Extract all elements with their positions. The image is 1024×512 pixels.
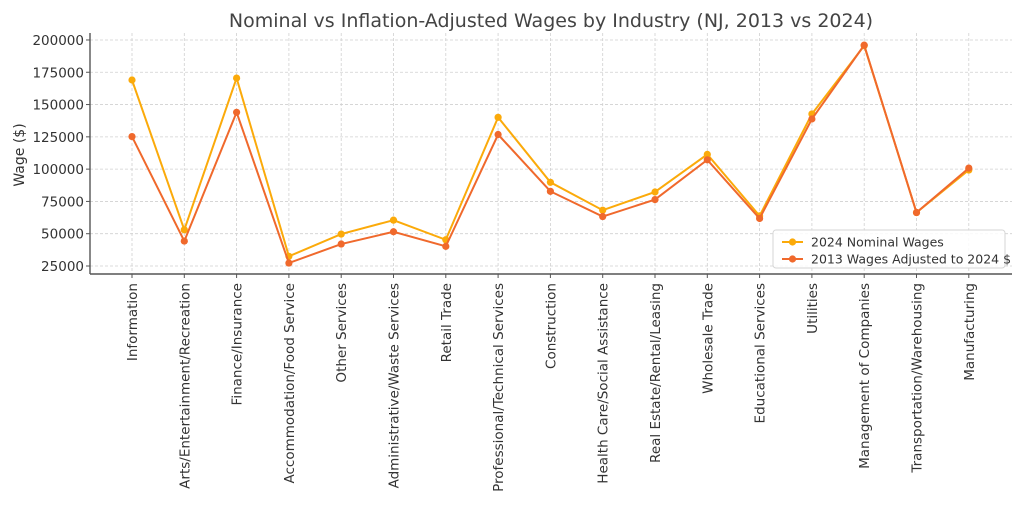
- data-point: [233, 108, 241, 116]
- y-tick-label: 25000: [41, 259, 84, 275]
- x-tick-label: Accommodation/Food Service: [282, 283, 298, 483]
- x-tick-label: Other Services: [334, 283, 350, 383]
- x-tick-label: Real Estate/Rental/Leasing: [648, 283, 664, 463]
- x-tick-label: Arts/Entertainment/Recreation: [177, 283, 193, 489]
- data-point: [965, 164, 973, 172]
- data-point: [860, 41, 868, 49]
- y-tick-label: 150000: [32, 98, 84, 114]
- data-point: [233, 74, 241, 82]
- x-tick-label: Retail Trade: [439, 283, 455, 362]
- x-axis-ticks: Information Arts/Entertainment/Recreation…: [125, 274, 978, 492]
- data-point: [128, 76, 136, 84]
- data-point: [442, 242, 450, 250]
- x-tick-label: Finance/Insurance: [230, 283, 246, 405]
- x-tick-label: Professional/Technical Services: [491, 283, 507, 492]
- y-tick-label: 50000: [41, 227, 84, 243]
- series-adjusted: [128, 41, 973, 267]
- chart-title: Nominal vs Inflation-Adjusted Wages by I…: [229, 10, 873, 32]
- data-point: [599, 212, 607, 221]
- legend-point-marker: [788, 255, 797, 263]
- data-point: [546, 187, 555, 195]
- data-point: [389, 228, 398, 236]
- data-point: [285, 259, 293, 267]
- data-point: [494, 130, 502, 139]
- data-point: [180, 226, 188, 234]
- data-point: [599, 206, 607, 214]
- x-tick-label: Manufacturing: [962, 283, 978, 381]
- y-tick-label: 100000: [32, 162, 84, 178]
- data-point: [389, 216, 398, 224]
- x-tick-label: Transportation/Warehousing: [910, 283, 926, 474]
- data-point: [546, 178, 555, 186]
- data-point: [651, 196, 659, 204]
- legend-label: 2024 Nominal Wages: [811, 235, 944, 250]
- data-point: [703, 150, 711, 159]
- data-point: [337, 230, 345, 238]
- y-tick-label: 75000: [41, 194, 84, 210]
- y-axis-label: Wage ($): [12, 123, 28, 186]
- y-tick-label: 200000: [32, 33, 84, 49]
- x-tick-label: Wholesale Trade: [700, 283, 716, 394]
- x-tick-label: Health Care/Social Assistance: [596, 283, 612, 484]
- data-point: [808, 115, 816, 123]
- data-point: [128, 132, 136, 141]
- x-tick-label: Management of Companies: [857, 283, 873, 469]
- legend-label: 2013 Wages Adjusted to 2024 $: [811, 252, 1011, 267]
- x-tick-label: Educational Services: [753, 283, 769, 423]
- legend-box: [772, 229, 1006, 269]
- series: [128, 41, 973, 267]
- data-point: [180, 237, 188, 245]
- x-tick-label: Information: [125, 283, 141, 361]
- x-tick-label: Administrative/Waste Services: [387, 283, 403, 488]
- data-point: [651, 188, 659, 196]
- y-tick-label: 125000: [32, 130, 84, 146]
- legend-point-marker: [788, 238, 797, 246]
- data-point: [703, 156, 711, 164]
- x-tick-label: Construction: [543, 283, 559, 369]
- y-axis-ticks: 25000 50000 75000 100000 125000 150000 175000 2…: [32, 33, 90, 275]
- legend: 2024 Nominal Wages 2013 Wages Adjusted to…: [772, 229, 1011, 269]
- data-point: [337, 240, 345, 248]
- x-tick-label: Utilities: [805, 283, 821, 334]
- data-point: [494, 113, 502, 121]
- y-tick-label: 175000: [32, 65, 84, 81]
- data-point: [912, 208, 921, 217]
- data-point: [756, 214, 764, 223]
